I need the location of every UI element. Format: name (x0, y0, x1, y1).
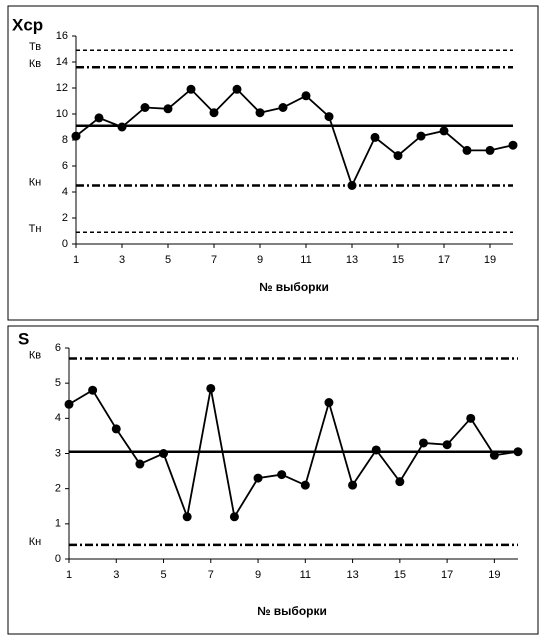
data-point (232, 84, 242, 94)
data-point (71, 131, 81, 141)
data-point (324, 398, 334, 408)
y-tick-label: 12 (56, 82, 68, 94)
panel (7, 325, 539, 635)
y-tick-label: 5 (55, 377, 61, 389)
data-point (513, 447, 523, 457)
y-tick-label: 2 (62, 212, 68, 224)
y-tick-label: 4 (62, 186, 68, 198)
x-tick-label: 19 (488, 569, 500, 581)
data-point (253, 473, 263, 483)
data-point (229, 512, 239, 522)
y-tick-label: 4 (55, 412, 61, 424)
data-point (159, 449, 169, 458)
data-point (94, 113, 104, 123)
series-line (75, 88, 514, 188)
y-tick-label: 3 (55, 447, 61, 459)
reference-label: Тв (29, 41, 41, 53)
data-point (395, 477, 405, 487)
reference-label: Кв (29, 349, 41, 361)
data-point (462, 145, 472, 155)
data-point (111, 424, 121, 434)
data-point (64, 399, 74, 409)
x-tick-label: 5 (165, 254, 171, 266)
data-point (324, 112, 334, 122)
x-tick-label: 5 (160, 569, 166, 581)
y-tick-label: 16 (56, 30, 68, 42)
chart-title: S (18, 329, 29, 348)
data-point (278, 103, 288, 112)
data-point (117, 122, 127, 132)
x-tick-label: 17 (438, 254, 450, 266)
data-point (489, 450, 499, 460)
x-tick-label: 9 (255, 569, 261, 581)
data-point (88, 385, 98, 395)
panel (7, 5, 539, 321)
x-tick-label: 11 (300, 254, 311, 266)
data-point (301, 91, 311, 101)
data-point (300, 480, 310, 490)
data-point (508, 140, 518, 150)
x-tick-label: 1 (66, 569, 72, 581)
data-point (277, 470, 287, 480)
data-point (370, 132, 380, 142)
x-tick-label: 13 (346, 569, 358, 581)
data-point (466, 413, 476, 423)
data-point (442, 440, 452, 450)
x-tick-label: 19 (484, 254, 496, 266)
data-point (209, 108, 219, 118)
data-point (206, 383, 216, 393)
x-tick-label: 9 (257, 254, 263, 266)
reference-label: Кн (29, 536, 41, 548)
chart-title: Xср (12, 15, 43, 34)
x-tick-label: 17 (441, 569, 453, 581)
y-tick-label: 14 (56, 56, 68, 68)
y-tick-label: 1 (55, 518, 61, 530)
data-point (135, 459, 145, 469)
data-point (163, 104, 173, 114)
x-tick-label: 15 (394, 569, 406, 581)
data-point (186, 84, 196, 94)
y-tick-label: 10 (56, 108, 68, 120)
data-point (418, 438, 428, 448)
data-point (439, 126, 449, 136)
x-tick-label: 7 (208, 569, 214, 581)
data-point (255, 108, 265, 118)
y-tick-label: 6 (62, 160, 68, 172)
x-tick-label: 15 (392, 254, 404, 266)
x-tick-label: 1 (73, 254, 79, 266)
data-point (140, 103, 150, 112)
x-tick-label: 11 (300, 569, 311, 581)
y-tick-label: 6 (55, 342, 61, 354)
x-tick-label: 13 (346, 254, 358, 266)
y-tick-label: 8 (62, 134, 68, 146)
y-tick-label: 0 (55, 553, 61, 565)
y-tick-label: 2 (55, 483, 61, 495)
reference-label: Кн (29, 176, 41, 188)
reference-label: Тн (29, 223, 42, 235)
x-axis-label: № выборки (257, 604, 327, 618)
x-axis-label: № выборки (259, 280, 329, 294)
data-point (371, 445, 381, 455)
x-tick-label: 3 (113, 569, 119, 581)
reference-label: Кв (29, 58, 41, 70)
y-tick-label: 0 (62, 238, 68, 250)
x-tick-label: 7 (211, 254, 217, 266)
data-point (393, 151, 403, 161)
data-point (416, 131, 426, 141)
data-point (348, 480, 358, 490)
data-point (347, 181, 357, 190)
x-tick-label: 3 (119, 254, 125, 266)
data-point (182, 512, 192, 522)
data-point (485, 145, 495, 155)
